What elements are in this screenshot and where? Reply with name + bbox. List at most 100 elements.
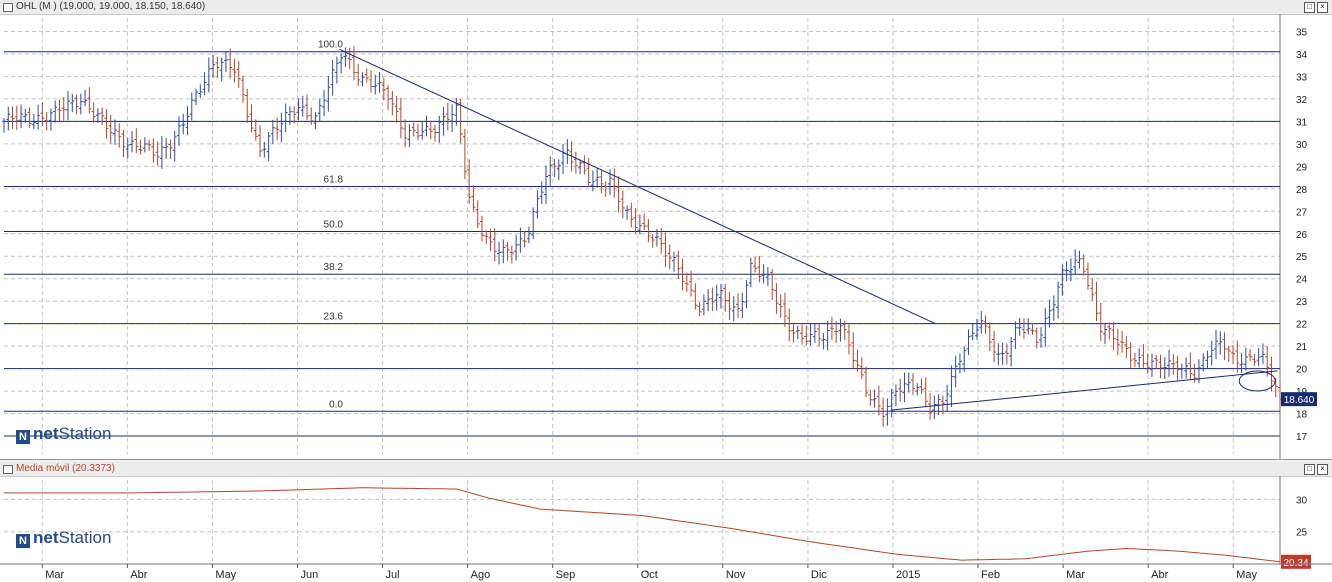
ohlc-bar	[642, 213, 647, 231]
close-icon[interactable]: ×	[1317, 2, 1328, 13]
ohlc-bar	[1021, 318, 1026, 339]
ohlc-bar	[467, 159, 472, 204]
ohlc-bar	[492, 228, 497, 262]
ohlc-bar	[953, 355, 958, 388]
fibonacci-level-label: 100.0	[318, 40, 343, 51]
ohlc-bar	[151, 138, 156, 163]
y-tick-label: 24	[1296, 275, 1308, 286]
ohlc-bar	[970, 322, 975, 341]
ohlc-bar	[757, 255, 762, 283]
ohlc-bar	[1056, 281, 1061, 319]
ohlc-bar	[654, 228, 659, 247]
price-badge-bg	[1281, 392, 1317, 407]
x-tick-label: Ago	[471, 569, 491, 581]
ohlc-bar	[1107, 322, 1112, 340]
ohlc-bar	[1073, 249, 1078, 275]
ohlc-bar	[509, 245, 514, 264]
ohlc-bar	[1039, 327, 1044, 348]
ohlc-bar	[680, 258, 685, 291]
ohlc-bar	[1213, 329, 1218, 360]
ohlc-bar	[23, 108, 28, 123]
x-tick-label: Jul	[386, 569, 400, 581]
ohlc-bar	[189, 92, 194, 121]
ohlc-bar	[108, 114, 113, 144]
ohlc-bar	[859, 357, 864, 380]
ohlc-bar	[868, 389, 873, 406]
moving-average-panel: Media móvil (20.3373) □ × 25 30 20.34 Mar Ab…	[0, 462, 1332, 582]
ohlc-bar	[782, 292, 787, 327]
ohlc-bar	[825, 320, 830, 351]
value-badge-bg	[1281, 554, 1311, 569]
price-chart[interactable]: 1718192021222324252627282930313233343510…	[0, 14, 1332, 459]
ohlc-bar	[334, 56, 339, 84]
y-tick-label: 17	[1296, 432, 1308, 443]
ohlc-bar	[1017, 317, 1022, 336]
ohlc-bar	[322, 90, 327, 117]
ohlc-bar	[795, 325, 800, 340]
ohlc-bar	[454, 98, 459, 126]
x-tick-label: Abr	[130, 569, 147, 581]
x-tick-label: Mar	[45, 569, 64, 581]
ohlc-bar	[1222, 332, 1227, 361]
ohlc-bar	[1098, 303, 1103, 341]
x-tick-label: Sep	[556, 569, 576, 581]
ohlc-bar	[898, 378, 903, 402]
close-icon[interactable]: ×	[1317, 464, 1328, 475]
ohlc-bar	[787, 308, 792, 342]
ohlc-bar	[240, 75, 245, 103]
ohlc-bar	[1068, 258, 1073, 282]
x-tick-label: Feb	[981, 569, 1000, 581]
ohlc-bar	[1124, 335, 1129, 358]
ohlc-bar	[526, 226, 531, 244]
ohlc-bar	[539, 181, 544, 205]
ohlc-bar	[629, 202, 634, 228]
ohlc-bar	[1205, 350, 1210, 369]
ohlc-bar	[996, 343, 1001, 366]
ohlc-bar	[505, 241, 510, 261]
ohlc-bar	[57, 99, 62, 122]
ohlc-bar	[134, 128, 139, 153]
ohlc-bar	[138, 139, 143, 155]
ohlc-bar	[1188, 352, 1193, 380]
ohlc-bar	[902, 372, 907, 402]
ohlc-bar	[881, 397, 886, 427]
ohlc-bar	[369, 70, 374, 93]
x-tick-label: Nov	[726, 569, 746, 581]
ohlc-bar	[283, 103, 288, 133]
ohlc-bar	[364, 68, 369, 83]
ohlc-bar	[957, 353, 962, 374]
ohlc-bar	[1000, 342, 1005, 365]
ohlc-bar	[821, 332, 826, 350]
ohlc-bar	[706, 289, 711, 312]
ohlc-bar	[390, 90, 395, 116]
ohlc-bar	[1077, 250, 1082, 269]
fibonacci-level-label: 38.2	[324, 262, 344, 273]
ohlc-bar	[266, 132, 271, 161]
ohlc-bar	[1111, 321, 1116, 350]
ohlc-bar	[548, 156, 553, 186]
ohlc-bar	[637, 214, 642, 235]
ohlc-bar	[1141, 344, 1146, 368]
ohlc-bar	[910, 373, 915, 395]
ohlc-bar	[206, 57, 211, 93]
ohlc-bar	[1051, 295, 1056, 321]
x-tick-label: Oct	[641, 569, 658, 581]
restore-icon[interactable]: □	[1304, 464, 1315, 475]
ohlc-bar	[330, 59, 335, 96]
ohlc-bar	[215, 56, 220, 78]
ohlc-bar	[586, 157, 591, 187]
ohlc-bar	[373, 74, 378, 95]
ohlc-bar	[27, 107, 32, 128]
ohlc-bar	[851, 332, 856, 369]
ohlc-bar	[804, 325, 809, 346]
fibonacci-level-label: 23.6	[324, 312, 344, 323]
moving-average-chart[interactable]: 25 30 20.34 Mar Abr May Jun Jul Ago Sep Oct Nov Dic 2…	[0, 476, 1332, 582]
trendline	[339, 49, 936, 325]
ohlc-bar	[1252, 354, 1257, 366]
ohlc-bar	[479, 215, 484, 242]
restore-icon[interactable]: □	[1304, 2, 1315, 13]
ohlc-bar	[949, 365, 954, 408]
ohlc-bar	[800, 324, 805, 345]
moving-average-line	[4, 487, 1281, 563]
ohlc-bar	[471, 185, 476, 212]
